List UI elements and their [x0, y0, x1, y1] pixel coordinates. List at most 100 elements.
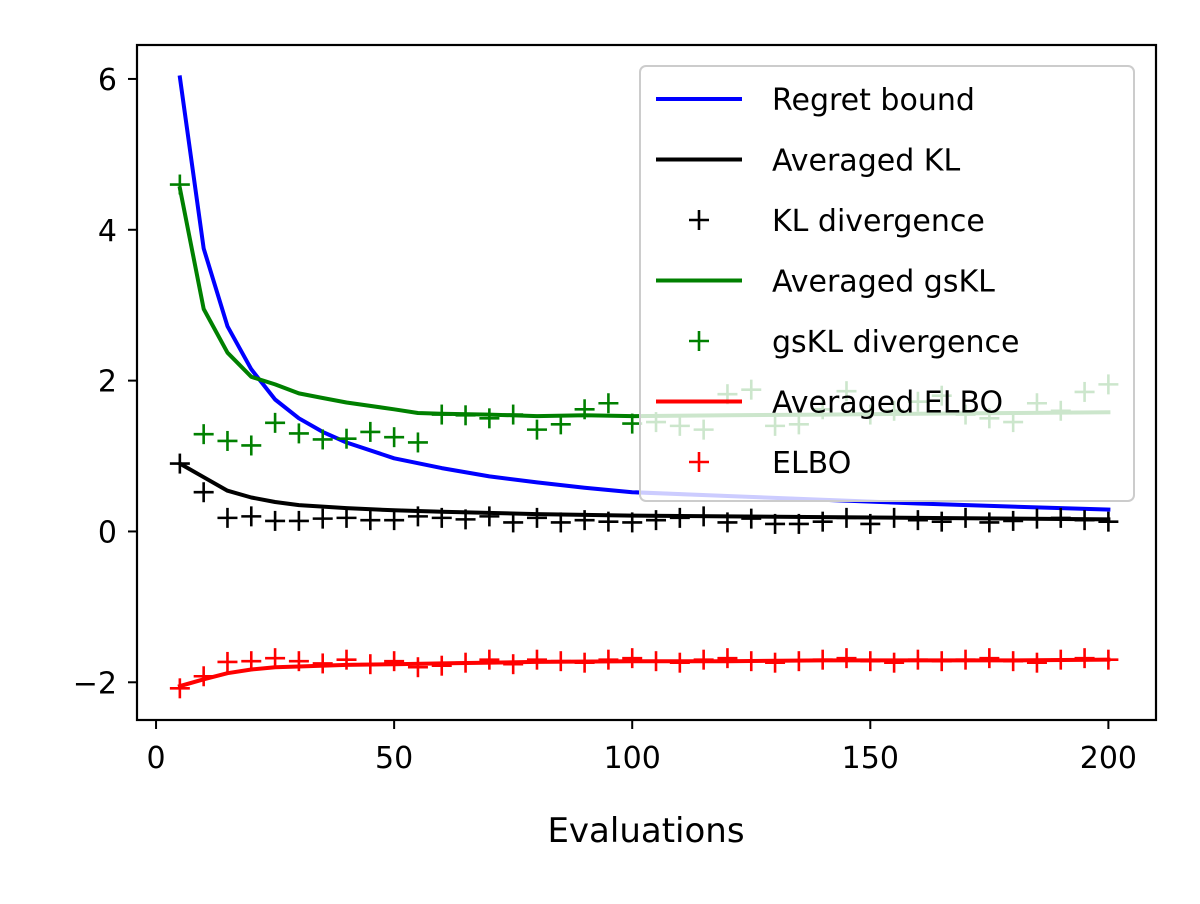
point-elbo [669, 652, 690, 673]
point-gskl-divergence [503, 404, 524, 425]
point-kl-divergence [550, 512, 571, 533]
point-elbo [503, 654, 524, 675]
point-kl-divergence [765, 513, 786, 534]
point-elbo [193, 666, 214, 687]
legend-item-regret-bound: Regret bound [656, 83, 975, 118]
y-tick-label: 0 [98, 515, 117, 550]
point-gskl-divergence [455, 405, 476, 426]
point-elbo [598, 649, 619, 670]
point-gskl-divergence [384, 427, 405, 448]
point-elbo [431, 655, 452, 676]
legend-swatch-marker [689, 331, 709, 351]
point-elbo [336, 649, 357, 670]
point-gskl-divergence [288, 423, 309, 444]
point-gskl-divergence [526, 419, 547, 440]
legend-label: Averaged KL [772, 144, 960, 179]
point-elbo [360, 654, 381, 675]
point-elbo [646, 651, 667, 672]
series-elbo [169, 648, 1119, 699]
point-gskl-divergence [241, 435, 262, 456]
point-kl-divergence [407, 506, 428, 527]
point-elbo [931, 651, 952, 672]
point-gskl-divergence [479, 408, 500, 429]
point-kl-divergence [812, 511, 833, 532]
point-elbo [860, 651, 881, 672]
point-kl-divergence [503, 512, 524, 533]
point-gskl-divergence [193, 424, 214, 445]
point-gskl-divergence [550, 414, 571, 435]
y-tick-label: −2 [73, 666, 117, 701]
series-kl-divergence [169, 453, 1119, 534]
legend-item-averaged-elbo: Averaged ELBO [656, 386, 1003, 421]
point-kl-divergence [455, 509, 476, 530]
point-gskl-divergence [622, 413, 643, 434]
point-kl-divergence [265, 510, 286, 531]
point-kl-divergence [384, 510, 405, 531]
legend-item-gskl-divergence: gsKL divergence [689, 325, 1019, 360]
point-gskl-divergence [217, 430, 238, 451]
point-elbo [312, 653, 333, 674]
point-kl-divergence [1026, 508, 1047, 529]
point-kl-divergence [1050, 507, 1071, 528]
legend-label: KL divergence [772, 204, 985, 239]
point-kl-divergence [907, 510, 928, 531]
legend-item-averaged-gskl: Averaged gsKL [656, 265, 995, 300]
point-kl-divergence [646, 510, 667, 531]
point-elbo [955, 649, 976, 670]
point-gskl-divergence [431, 404, 452, 425]
point-elbo [979, 648, 1000, 669]
point-elbo [265, 648, 286, 669]
point-kl-divergence [360, 510, 381, 531]
point-elbo [1074, 648, 1095, 669]
point-kl-divergence [741, 508, 762, 529]
point-kl-divergence [431, 507, 452, 528]
point-kl-divergence [693, 506, 714, 527]
axes-layer: 0 50 100 150 200 −2 0 2 4 6 [73, 43, 1158, 776]
point-kl-divergence [1074, 510, 1095, 531]
legend-swatch-marker [689, 452, 709, 472]
legend-box [639, 65, 1135, 502]
point-elbo [693, 649, 714, 670]
plot-frame [135, 43, 1158, 722]
point-elbo [717, 648, 738, 669]
point-elbo [384, 651, 405, 672]
point-kl-divergence [669, 507, 690, 528]
x-tick-label: 0 [146, 741, 165, 776]
point-gskl-divergence [336, 428, 357, 449]
legend: Regret bound Averaged KL KL divergence Aver… [639, 65, 1135, 502]
legend-swatch-marker [689, 210, 709, 230]
point-elbo [1003, 651, 1024, 672]
y-tick-label: 6 [98, 63, 117, 98]
point-elbo [169, 678, 190, 699]
point-gskl-divergence [265, 412, 286, 433]
point-elbo [765, 652, 786, 673]
point-gskl-divergence [574, 399, 595, 420]
point-kl-divergence [312, 508, 333, 529]
point-elbo [884, 652, 905, 673]
point-kl-divergence [1003, 510, 1024, 531]
legend-label: Averaged gsKL [772, 265, 995, 300]
point-kl-divergence [574, 510, 595, 531]
point-kl-divergence [836, 507, 857, 528]
point-gskl-divergence [169, 174, 190, 195]
point-elbo [407, 657, 428, 678]
point-gskl-divergence [312, 429, 333, 450]
x-tick-label: 150 [842, 741, 899, 776]
legend-label: Averaged ELBO [772, 386, 1003, 421]
point-kl-divergence [717, 512, 738, 533]
point-gskl-divergence [407, 432, 428, 453]
legend-item-elbo: ELBO [689, 446, 851, 481]
legend-label: Regret bound [772, 83, 975, 118]
point-elbo [217, 651, 238, 672]
point-kl-divergence [526, 507, 547, 528]
point-kl-divergence [193, 482, 214, 503]
point-kl-divergence [884, 507, 905, 528]
point-gskl-divergence [360, 421, 381, 442]
point-kl-divergence [955, 507, 976, 528]
point-elbo [455, 652, 476, 673]
point-kl-divergence [217, 507, 238, 528]
y-tick-label: 4 [98, 214, 117, 249]
point-gskl-divergence [598, 393, 619, 414]
